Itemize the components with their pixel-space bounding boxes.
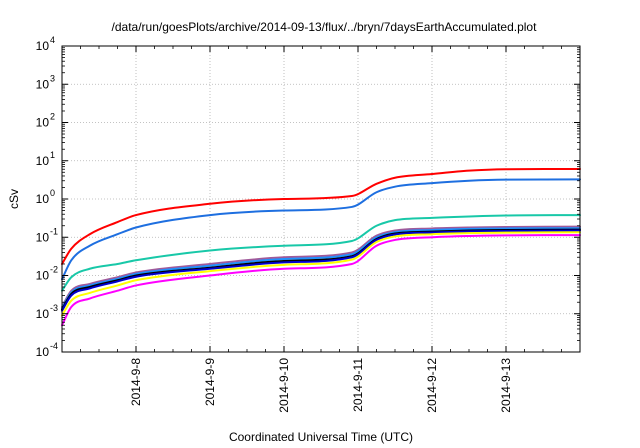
- y-tick-base: 10: [36, 307, 50, 321]
- y-tick-label: 10 4: [36, 35, 55, 53]
- series-line-5: [61, 227, 581, 310]
- y-tick-label: 10 -4: [36, 341, 58, 359]
- x-tick-label: 2014-9-12: [425, 358, 439, 413]
- y-tick-base: 10: [36, 77, 50, 91]
- y-tick-label: 10 0: [36, 188, 55, 206]
- series-layer: [61, 167, 581, 327]
- y-tick-exponent: 3: [50, 73, 55, 83]
- series-line-3: [61, 214, 581, 292]
- y-tick-base: 10: [36, 116, 50, 130]
- x-axis: 2014-9-8 2014-9-9 2014-9-10 2014-9-11 2014-9…: [80, 46, 562, 413]
- y-tick-exponent: 1: [50, 150, 55, 160]
- y-tick-base: 10: [36, 230, 50, 244]
- y-tick-exponent: -4: [50, 341, 58, 351]
- y-tick-base: 10: [36, 269, 50, 283]
- x-tick-label: 2014-9-13: [499, 358, 513, 413]
- y-tick-base: 10: [36, 345, 50, 359]
- y-axis-label: cSv: [7, 189, 21, 209]
- y-tick-label: 10 -1: [36, 226, 58, 244]
- y-tick-exponent: 0: [50, 188, 55, 198]
- series-line-2: [61, 178, 581, 281]
- y-tick-label: 10 -3: [36, 303, 58, 321]
- y-tick-base: 10: [36, 154, 50, 168]
- x-tick-label: 2014-9-8: [129, 358, 143, 406]
- series-line-6: [61, 228, 581, 311]
- y-tick-label: 10 1: [36, 150, 55, 168]
- x-tick-label: 2014-9-11: [351, 358, 365, 412]
- y-tick-base: 10: [36, 39, 50, 53]
- y-tick-label: 10 2: [36, 112, 55, 130]
- y-tick-exponent: -1: [50, 226, 58, 236]
- series-line-4: [61, 225, 581, 309]
- y-tick-exponent: -2: [50, 265, 58, 275]
- series-line-8: [61, 231, 581, 317]
- y-tick-exponent: 4: [50, 35, 55, 45]
- y-tick-label: 10 3: [36, 73, 55, 91]
- y-tick-base: 10: [36, 192, 50, 206]
- x-tick-label: 2014-9-10: [277, 358, 291, 413]
- series-line-9: [61, 234, 581, 327]
- y-tick-label: 10 -2: [36, 265, 58, 283]
- x-axis-label: Coordinated Universal Time (UTC): [229, 430, 413, 444]
- y-tick-exponent: 2: [50, 112, 55, 122]
- y-tick-exponent: -3: [50, 303, 58, 313]
- series-line-7: [61, 229, 581, 312]
- series-line-1: [61, 167, 581, 265]
- chart-title: /data/run/goesPlots/archive/2014-09-13/f…: [112, 20, 538, 34]
- x-tick-label: 2014-9-9: [203, 358, 217, 406]
